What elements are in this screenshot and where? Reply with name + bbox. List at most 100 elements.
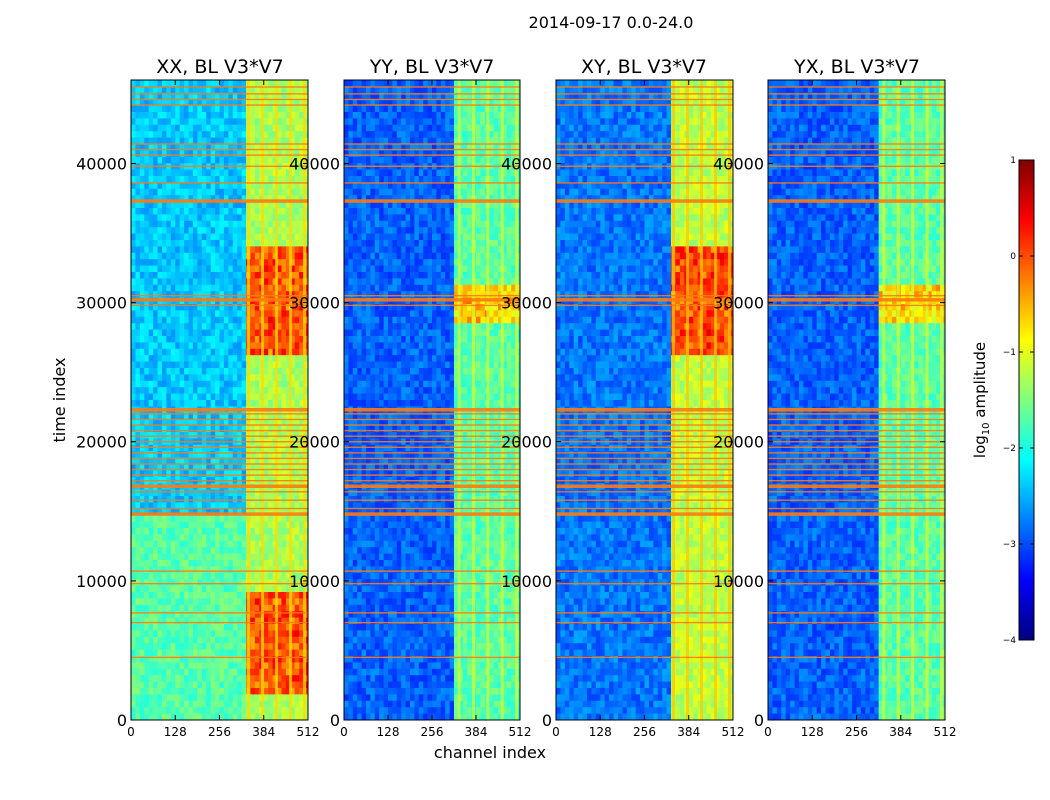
heatmap-cell bbox=[467, 156, 473, 164]
heatmap-cell bbox=[374, 137, 380, 145]
heatmap-cell bbox=[206, 464, 212, 471]
heatmap-cell bbox=[436, 150, 442, 158]
heatmap-cell bbox=[250, 252, 256, 260]
heatmap-cell bbox=[232, 92, 238, 100]
heatmap-cell bbox=[436, 86, 442, 94]
heatmap-cell bbox=[179, 240, 185, 247]
heatmap-cell bbox=[237, 700, 243, 708]
heatmap-cell bbox=[139, 572, 145, 580]
heatmap-cell bbox=[188, 304, 194, 311]
heatmap-cell bbox=[201, 419, 207, 427]
heatmap-cell bbox=[228, 131, 234, 139]
heatmap-cell bbox=[489, 201, 495, 209]
heatmap-cell bbox=[157, 304, 163, 311]
heatmap-cell bbox=[241, 86, 247, 94]
heatmap-cell bbox=[153, 169, 159, 177]
heatmap-cell bbox=[299, 137, 305, 145]
heatmap-cell bbox=[352, 137, 358, 145]
heatmap-cell bbox=[139, 400, 145, 407]
heatmap-cell bbox=[166, 444, 172, 452]
heatmap-cell bbox=[166, 169, 172, 177]
heatmap-cell bbox=[250, 540, 256, 548]
heatmap-cell bbox=[250, 112, 256, 119]
heatmap-cell bbox=[170, 668, 176, 676]
heatmap-cell bbox=[206, 457, 212, 465]
heatmap-cell bbox=[263, 400, 269, 407]
heatmap-cell bbox=[228, 521, 234, 529]
heatmap-cell bbox=[254, 604, 260, 612]
heatmap-cell bbox=[290, 272, 296, 279]
heatmap-cell bbox=[383, 220, 389, 228]
heatmap-cell bbox=[277, 92, 282, 100]
heatmap-cell bbox=[250, 336, 256, 343]
heatmap-cell bbox=[206, 355, 212, 363]
heatmap-cell bbox=[210, 220, 216, 228]
heatmap-cell bbox=[201, 643, 207, 651]
heatmap-cell bbox=[161, 572, 167, 580]
heatmap-cell bbox=[228, 464, 234, 471]
heatmap-cell bbox=[175, 380, 181, 388]
heatmap-cell bbox=[135, 208, 141, 215]
heatmap-cell bbox=[366, 144, 371, 151]
heatmap-cell bbox=[277, 272, 282, 279]
heatmap-cell bbox=[179, 112, 185, 119]
heatmap-cell bbox=[352, 169, 358, 177]
heatmap-cell bbox=[175, 195, 181, 203]
heatmap-cell bbox=[206, 675, 212, 683]
heatmap-cell bbox=[449, 80, 455, 87]
heatmap-cell bbox=[498, 176, 503, 183]
heatmap-cell bbox=[131, 604, 136, 612]
heatmap-cell bbox=[179, 534, 185, 542]
heatmap-cell bbox=[254, 547, 260, 555]
heatmap-cell bbox=[161, 566, 167, 574]
heatmap-cell bbox=[268, 636, 274, 644]
heatmap-cell bbox=[294, 611, 300, 619]
heatmap-cell bbox=[467, 80, 473, 87]
heatmap-cell bbox=[223, 611, 229, 619]
heatmap-cell bbox=[277, 304, 282, 311]
heatmap-cell bbox=[215, 137, 220, 145]
heatmap-cell bbox=[135, 150, 141, 158]
heatmap-cell bbox=[250, 272, 256, 279]
heatmap-cell bbox=[299, 534, 305, 542]
heatmap-cell bbox=[263, 688, 269, 695]
heatmap-cell bbox=[210, 694, 216, 702]
heatmap-cell bbox=[361, 92, 367, 100]
heatmap-cell bbox=[210, 688, 216, 695]
heatmap-cell bbox=[170, 188, 176, 196]
heatmap-cell bbox=[290, 489, 296, 497]
heatmap-cell bbox=[232, 515, 238, 523]
heatmap-cell bbox=[232, 240, 238, 247]
heatmap-cell bbox=[197, 169, 203, 177]
heatmap-cell bbox=[285, 246, 291, 254]
heatmap-cell bbox=[237, 246, 243, 254]
heatmap-cell bbox=[250, 310, 256, 318]
heatmap-cell bbox=[228, 252, 234, 260]
heatmap-cell bbox=[223, 195, 229, 203]
heatmap-cell bbox=[493, 105, 499, 113]
heatmap-cell bbox=[157, 585, 163, 593]
heatmap-cell bbox=[493, 118, 499, 126]
heatmap-cell bbox=[175, 668, 181, 676]
heatmap-cell bbox=[281, 291, 287, 299]
heatmap-cell bbox=[131, 630, 136, 638]
heatmap-cell bbox=[188, 323, 194, 331]
heatmap-cell bbox=[476, 99, 481, 107]
heatmap-cell bbox=[294, 387, 300, 395]
heatmap-cell bbox=[254, 425, 260, 433]
heatmap-cell bbox=[388, 169, 393, 177]
panel-xx: XX, BL V3*V7 0 128 256 384 51201000020000300… bbox=[50, 56, 319, 739]
heatmap-cell bbox=[175, 105, 181, 113]
heatmap-cell bbox=[166, 592, 172, 599]
heatmap-cell bbox=[223, 259, 229, 267]
heatmap-cell bbox=[157, 336, 163, 343]
heatmap-cell bbox=[131, 444, 136, 452]
heatmap-cell bbox=[285, 425, 291, 433]
heatmap-cell bbox=[175, 272, 181, 279]
heatmap-cell bbox=[170, 323, 176, 331]
heatmap-cell bbox=[144, 156, 150, 164]
heatmap-cell bbox=[148, 208, 154, 215]
heatmap-cell bbox=[392, 131, 398, 139]
heatmap-cell bbox=[290, 220, 296, 228]
heatmap-cell bbox=[206, 137, 212, 145]
